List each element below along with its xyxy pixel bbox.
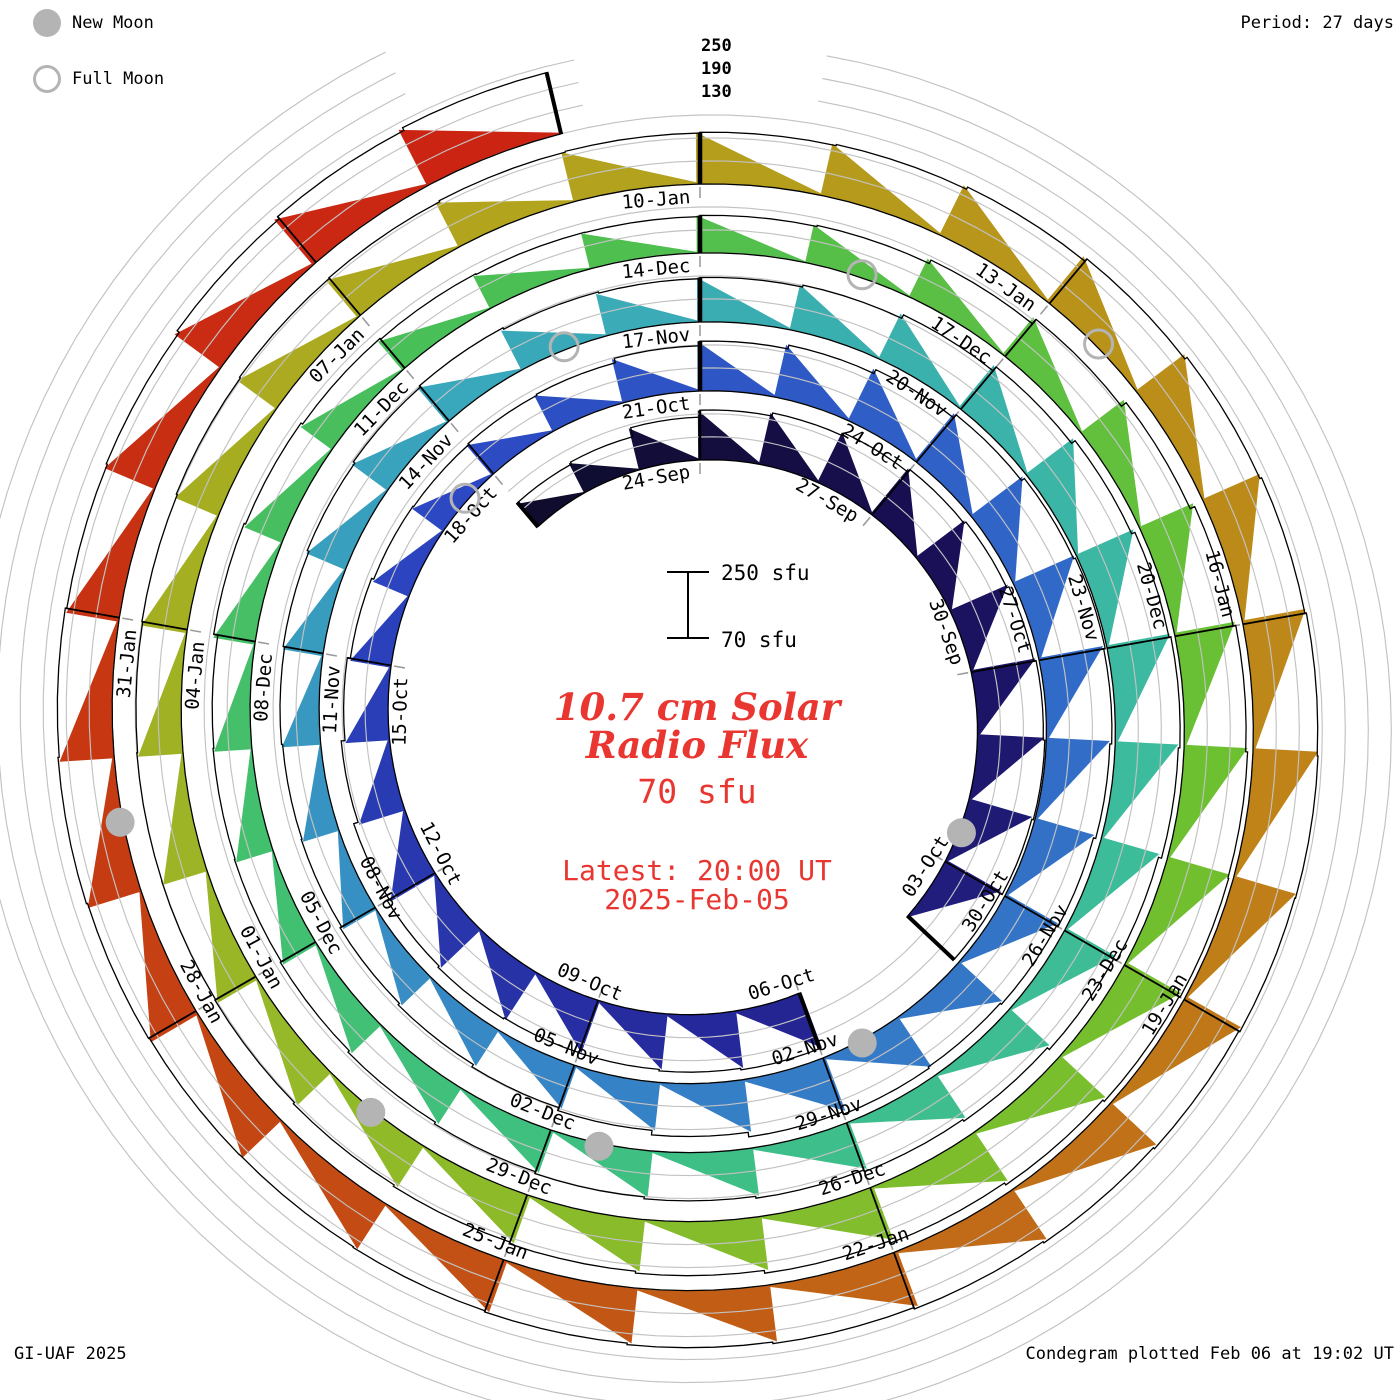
scale-tick-190: 190 bbox=[701, 59, 732, 79]
full-moon-marker bbox=[449, 482, 481, 514]
date-tick-label: 11-Nov bbox=[319, 665, 345, 735]
credit-label: GI-UAF 2025 bbox=[14, 1344, 127, 1364]
scalebar-top-label: 250 sfu bbox=[721, 561, 810, 585]
latest-date: 2025-Feb-05 bbox=[604, 883, 790, 916]
full-moon-marker bbox=[548, 331, 580, 363]
date-tick-label: 10-Jan bbox=[621, 186, 691, 214]
new-moon-marker bbox=[847, 1028, 877, 1058]
new-moon-icon bbox=[33, 9, 61, 37]
new-moon-marker bbox=[356, 1097, 386, 1127]
current-flux-label: 70 sfu bbox=[637, 772, 757, 811]
date-tick-label: 15-Oct bbox=[388, 677, 412, 746]
chart-title-line1: 10.7 cm Solar bbox=[553, 685, 841, 729]
plotted-timestamp: Condegram plotted Feb 06 at 19:02 UT bbox=[1025, 1344, 1394, 1364]
scale-tick-130: 130 bbox=[701, 82, 732, 102]
full-moon-icon bbox=[33, 65, 61, 93]
legend-new-moon-label: New Moon bbox=[72, 13, 154, 33]
chart-title: 10.7 cm Solar Radio Flux bbox=[0, 688, 1394, 764]
full-moon-marker bbox=[1083, 328, 1115, 360]
full-moon-marker bbox=[846, 259, 878, 291]
latest-time: Latest: 20:00 UT bbox=[562, 854, 832, 887]
date-tick-label: 24-Sep bbox=[620, 461, 691, 495]
scalebar-bottom-label: 70 sfu bbox=[721, 628, 797, 652]
new-moon-marker bbox=[584, 1131, 614, 1161]
date-tick-label: 08-Dec bbox=[250, 653, 277, 723]
period-label: Period: 27 days bbox=[1240, 13, 1394, 33]
scale-tick-250: 250 bbox=[701, 36, 732, 56]
chart-title-line2: Radio Flux bbox=[585, 723, 809, 767]
legend-full-moon-label: Full Moon bbox=[72, 69, 165, 89]
new-moon-marker bbox=[946, 818, 976, 848]
date-tick-label: 06-Oct bbox=[745, 964, 817, 1005]
latest-block: Latest: 20:00 UT 2025-Feb-05 bbox=[0, 856, 1394, 914]
new-moon-marker bbox=[105, 807, 135, 837]
